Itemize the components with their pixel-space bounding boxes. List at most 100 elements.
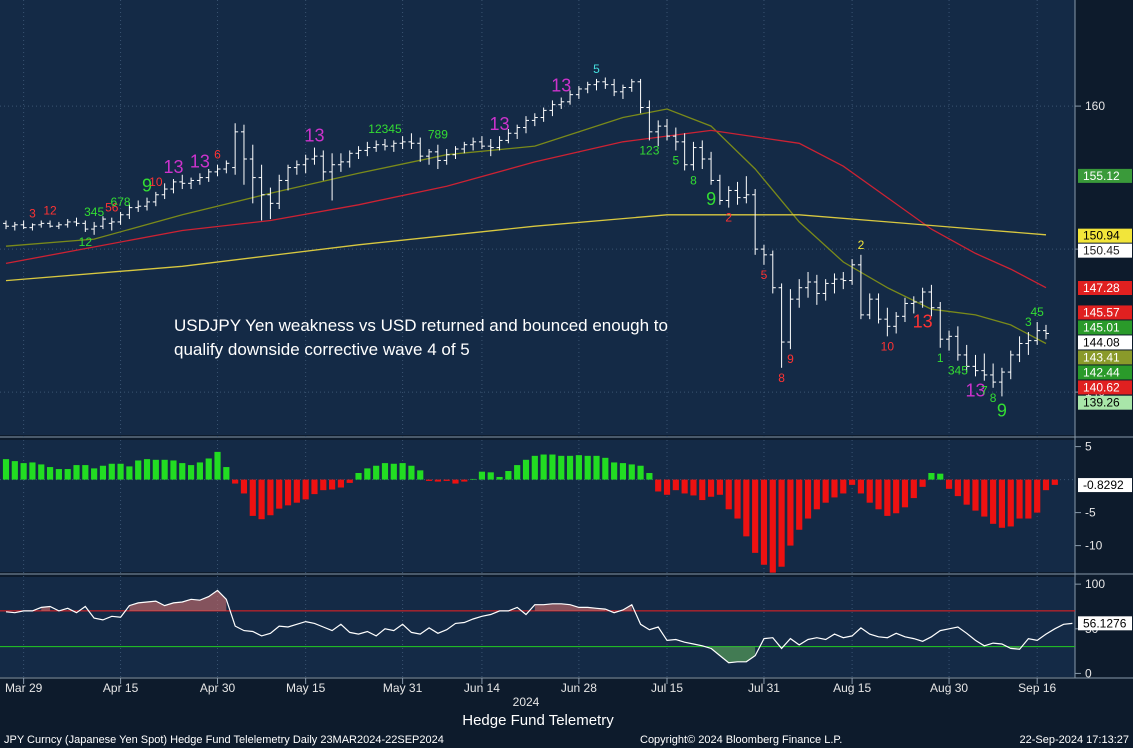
ohlc-bar — [461, 141, 468, 154]
count-label: 9 — [142, 176, 152, 196]
count-label: 13 — [551, 76, 571, 96]
momentum-bar — [355, 473, 362, 480]
momentum-bar — [963, 479, 970, 505]
count-label: 8 — [690, 173, 697, 187]
count-label: 12 — [43, 204, 57, 218]
momentum-bar — [364, 468, 371, 480]
ohlc-bar — [470, 137, 477, 151]
price-box: 150.45 — [1078, 243, 1132, 258]
ohlc-bar — [47, 220, 54, 228]
price-bars — [3, 77, 1049, 397]
ohlc-bar — [575, 86, 582, 99]
momentum-tick-label: -10 — [1085, 539, 1103, 553]
sma-line-3 — [5, 214, 1047, 282]
ohlc-bar — [946, 330, 953, 351]
momentum-bar — [2, 459, 10, 480]
oscillator-value-label: 56.1276 — [1083, 616, 1127, 630]
count-label: 10 — [881, 339, 895, 353]
oscillator-value-bg — [1078, 616, 1132, 631]
ohlc-bar — [531, 113, 538, 127]
count-label: 45 — [1031, 305, 1045, 319]
momentum-bar — [108, 463, 115, 480]
momentum-bar — [205, 458, 212, 480]
momentum-bar — [390, 463, 397, 480]
ohlc-bar — [311, 147, 318, 165]
count-label: 13 — [304, 126, 324, 146]
count-label: 9 — [997, 400, 1007, 420]
momentum-bar — [910, 479, 917, 499]
price-box-label: 139.26 — [1083, 396, 1120, 410]
ohlc-bar — [355, 146, 362, 160]
price-box: 147.28 — [1078, 280, 1132, 295]
momentum-bar — [399, 463, 406, 480]
momentum-bar — [267, 479, 274, 516]
x-tick-label: Aug 30 — [930, 681, 968, 695]
momentum-value-box: -0.8292 — [1078, 478, 1132, 493]
ohlc-bar — [337, 153, 344, 172]
momentum-bar — [681, 479, 688, 494]
momentum-bar — [487, 472, 494, 480]
ohlc-bar — [1034, 322, 1041, 345]
momentum-bar — [663, 479, 671, 495]
ohlc-bar — [672, 127, 679, 151]
ohlc-bar — [769, 250, 776, 294]
ohlc-bar — [1025, 332, 1032, 355]
ohlc-bar — [805, 271, 812, 298]
momentum-bar — [117, 463, 124, 480]
price-box-label: 143.41 — [1083, 350, 1120, 364]
momentum-bar — [346, 479, 353, 483]
price-box: 150.94 — [1078, 228, 1132, 243]
momentum-bar — [470, 478, 477, 480]
count-label: 8 — [778, 371, 785, 385]
ohlc-bar — [514, 124, 521, 139]
momentum-bar — [1034, 479, 1041, 513]
momentum-bar — [945, 479, 953, 489]
momentum-bar — [38, 464, 45, 480]
ohlc-bar — [690, 141, 697, 171]
ohlc-bar — [584, 81, 591, 94]
momentum-bar — [575, 455, 582, 480]
momentum-bar — [787, 479, 794, 546]
momentum-bar — [752, 479, 759, 553]
count-label: 2 — [725, 211, 732, 225]
momentum-bar — [725, 479, 732, 510]
price-box-bg — [1078, 395, 1132, 410]
momentum-bar — [743, 479, 750, 537]
count-label: 13 — [163, 157, 183, 177]
ohlc-bar — [549, 100, 556, 117]
momentum-bar — [196, 462, 203, 480]
price-box: 145.01 — [1078, 320, 1132, 335]
momentum-bar — [302, 479, 309, 500]
x-tick-label: Jun 14 — [464, 681, 500, 695]
momentum-bar — [126, 466, 133, 480]
momentum-bar — [179, 463, 186, 480]
count-label: 8 — [990, 391, 997, 405]
momentum-bar — [46, 467, 54, 480]
momentum-bar — [866, 479, 873, 503]
price-box-label: 144.08 — [1083, 335, 1120, 349]
ohlc-bar — [20, 220, 27, 230]
oversold-fill — [711, 646, 756, 663]
momentum-bar — [1007, 479, 1014, 527]
ohlc-bar — [3, 220, 9, 230]
price-box-bg — [1078, 168, 1132, 183]
ohlc-bar — [188, 177, 195, 190]
momentum-bar — [240, 479, 248, 494]
momentum-bar — [769, 479, 776, 573]
momentum-bar — [329, 479, 336, 490]
momentum-bar — [584, 455, 591, 480]
ohlc-bar — [91, 221, 98, 235]
price-box-bg — [1078, 320, 1132, 335]
ohlc-bar — [743, 176, 750, 204]
price-box-label: 150.94 — [1083, 229, 1120, 243]
ohlc-bar — [135, 200, 142, 212]
momentum-bar — [417, 470, 424, 480]
price-box-label: 155.12 — [1083, 169, 1120, 183]
ohlc-bar — [760, 244, 767, 265]
ohlc-bar — [910, 296, 917, 314]
ohlc-bar — [796, 279, 803, 308]
price-box-bg — [1078, 350, 1132, 365]
momentum-bar — [813, 479, 820, 510]
